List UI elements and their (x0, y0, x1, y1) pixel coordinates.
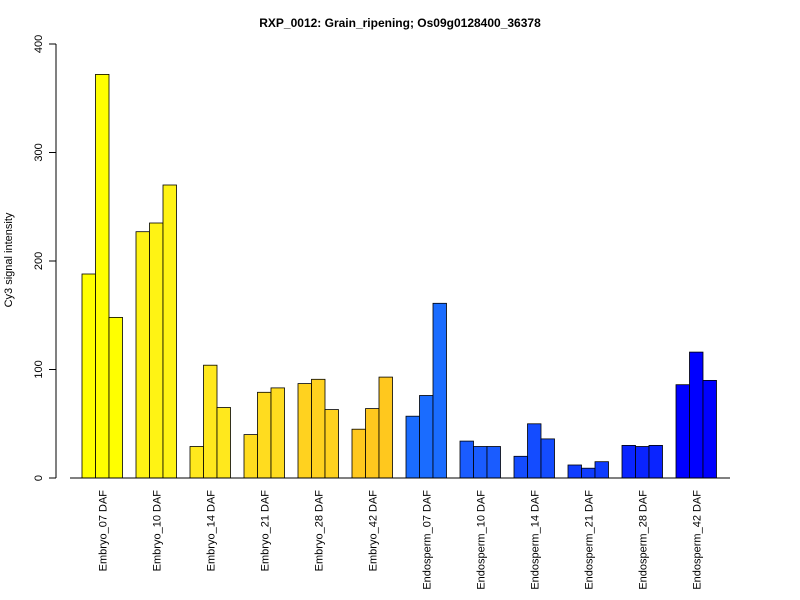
bar-4-1 (243, 434, 258, 479)
bar-4-3 (270, 387, 285, 479)
bar-10-1 (567, 464, 582, 479)
y-axis-title: Cy3 signal intensity (3, 212, 15, 307)
x-category-label: Endosperm_42 DAF (691, 490, 703, 590)
x-category-label: Endosperm_21 DAF (583, 490, 595, 590)
y-tick-label: 400 (33, 35, 45, 53)
bar-8-3 (486, 446, 501, 479)
bar-7-3 (432, 302, 447, 479)
bar-12-2 (689, 351, 704, 479)
bar-9-3 (540, 438, 555, 479)
bar-1-3 (108, 316, 123, 479)
y-tick-label: 100 (33, 360, 45, 378)
x-axis-labels: Embryo_07 DAF Embryo_10 DAF Embryo_14 DAF E… (97, 490, 703, 590)
x-category-label: Endosperm_10 DAF (475, 490, 487, 590)
bar-11-2 (635, 446, 650, 479)
x-category-label: Embryo_42 DAF (367, 490, 379, 572)
bar-9-2 (527, 423, 542, 479)
x-category-label: Endosperm_07 DAF (421, 490, 433, 590)
x-category-label: Embryo_14 DAF (205, 490, 217, 572)
bar-11-3 (648, 444, 663, 479)
bar-8-2 (473, 446, 488, 479)
y-tick-label: 0 (33, 475, 45, 481)
bar-2-2 (149, 222, 164, 479)
x-category-label: Endosperm_28 DAF (637, 490, 649, 590)
bars-group (70, 74, 730, 479)
x-category-label: Embryo_10 DAF (151, 490, 163, 572)
bar-10-3 (594, 461, 609, 479)
x-category-label: Embryo_28 DAF (313, 490, 325, 572)
bar-7-2 (419, 395, 434, 479)
x-category-label: Embryo_21 DAF (259, 490, 271, 572)
bar-11-1 (621, 444, 636, 479)
bar-3-2 (203, 364, 218, 479)
y-axis: 0 100 200 300 400 (33, 35, 57, 481)
bar-6-1 (351, 428, 366, 479)
x-category-label: Endosperm_14 DAF (529, 490, 541, 590)
x-category-label: Embryo_07 DAF (97, 490, 109, 572)
y-tick-label: 300 (33, 143, 45, 161)
bar-1-1 (81, 273, 96, 479)
bar-2-3 (162, 184, 177, 479)
bar-7-1 (405, 415, 420, 479)
bar-6-2 (365, 408, 380, 479)
bar-12-3 (702, 379, 717, 479)
bar-5-1 (297, 383, 312, 479)
bar-8-1 (459, 440, 474, 479)
bar-4-2 (257, 391, 272, 479)
bar-10-2 (581, 467, 596, 479)
bar-12-1 (675, 384, 690, 479)
bar-5-3 (324, 409, 339, 479)
bar-2-1 (135, 231, 150, 479)
y-tick-label: 200 (33, 252, 45, 270)
bar-5-2 (311, 378, 326, 479)
bar-3-1 (189, 446, 204, 479)
chart-title: RXP_0012: Grain_ripening; Os09g0128400_3… (259, 16, 541, 30)
bar-1-2 (95, 74, 110, 479)
bar-3-3 (216, 407, 231, 479)
bar-9-1 (513, 455, 528, 479)
bar-6-3 (378, 376, 393, 479)
